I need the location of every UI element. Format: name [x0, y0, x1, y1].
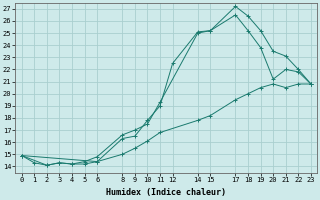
X-axis label: Humidex (Indice chaleur): Humidex (Indice chaleur) — [106, 188, 226, 197]
